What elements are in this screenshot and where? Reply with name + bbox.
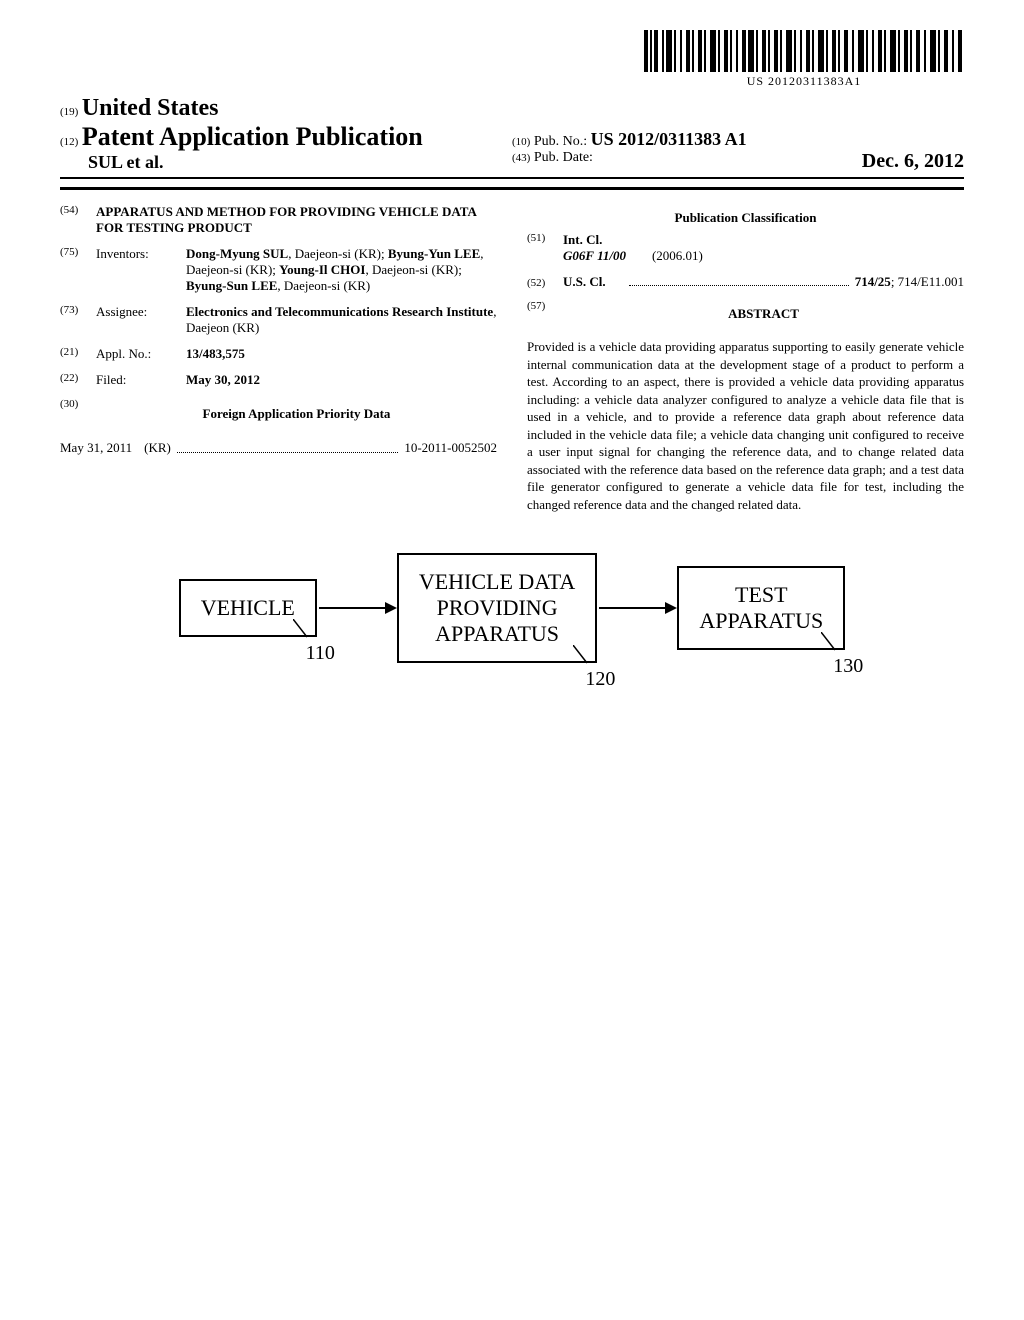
abstract-heading: ABSTRACT: [563, 306, 964, 322]
appl-num: (21): [60, 346, 96, 362]
classification-heading: Publication Classification: [527, 210, 964, 226]
priority-val: 10-2011-0052502: [404, 440, 497, 456]
pub-no-prefix: (10): [512, 136, 530, 148]
priority-num: (30): [60, 398, 96, 430]
assignee-val: Electronics and Telecommunications Resea…: [186, 304, 497, 336]
assignee-label: Assignee:: [96, 304, 186, 336]
appl-val: 13/483,575: [186, 346, 497, 362]
pub-prefix: (12): [60, 136, 78, 148]
abstract-text: Provided is a vehicle data providing app…: [527, 338, 964, 513]
pub-type: Patent Application Publication: [82, 122, 423, 151]
intcl-num: (51): [527, 232, 563, 264]
figure-diagram: VEHICLE 110 VEHICLE DATA PROVIDING APPAR…: [60, 553, 964, 663]
priority-row: May 31, 2011 (KR) 10-2011-0052502: [60, 440, 497, 456]
invention-title: APPARATUS AND METHOD FOR PROVIDING VEHIC…: [96, 204, 497, 236]
ref-120: 120: [585, 668, 615, 691]
intcl-code: G06F 11/00: [563, 248, 626, 263]
diagram-node-vehicle: VEHICLE 110: [179, 579, 317, 637]
inventors-label: Inventors:: [96, 246, 186, 294]
barcode-region: US 20120311383A1: [60, 30, 964, 90]
pub-no: US 2012/0311383 A1: [591, 129, 747, 149]
box-test: TEST APPARATUS: [677, 566, 845, 650]
box-line2: PROVIDING: [419, 595, 576, 621]
authors-short: SUL et al.: [88, 152, 512, 173]
filed-label: Filed:: [96, 372, 186, 388]
barcode: US 20120311383A1: [644, 30, 964, 89]
country-prefix: (19): [60, 106, 78, 118]
intcl-date: (2006.01): [652, 248, 703, 263]
filed-val: May 30, 2012: [186, 372, 497, 388]
inventors-list: Dong-Myung SUL, Daejeon-si (KR); Byung-Y…: [186, 246, 497, 294]
divider: [60, 187, 964, 190]
priority-heading: Foreign Application Priority Data: [96, 406, 497, 422]
pub-date-label: Pub. Date:: [534, 150, 593, 165]
filed-num: (22): [60, 372, 96, 388]
leader-dots: [177, 440, 398, 453]
pub-no-label: Pub. No.:: [534, 134, 587, 149]
arrow-icon: [317, 598, 397, 618]
uscl-label: U.S. Cl.: [563, 274, 623, 290]
diagram-node-providing: VEHICLE DATA PROVIDING APPARATUS 120: [397, 553, 598, 663]
assignee-num: (73): [60, 304, 96, 336]
pub-date: Dec. 6, 2012: [862, 150, 964, 173]
uscl-val: 714/25; 714/E11.001: [855, 274, 964, 290]
arrow-icon: [597, 598, 677, 618]
pub-date-prefix: (43): [512, 152, 530, 164]
ref-130: 130: [833, 655, 863, 678]
priority-country: (KR): [144, 440, 171, 456]
barcode-text: US 20120311383A1: [644, 74, 964, 89]
diagram-node-test: TEST APPARATUS 130: [677, 566, 845, 650]
bibliographic-columns: (54) APPARATUS AND METHOD FOR PROVIDING …: [60, 204, 964, 513]
appl-label: Appl. No.:: [96, 346, 186, 362]
box-line3: APPARATUS: [419, 621, 576, 647]
right-column: Publication Classification (51) Int. Cl.…: [527, 204, 964, 513]
leader-dots: [629, 285, 849, 286]
ref-110: 110: [306, 642, 335, 665]
abstract-num: (57): [527, 300, 563, 328]
inventors-num: (75): [60, 246, 96, 294]
box-line2: APPARATUS: [699, 608, 823, 634]
uscl-num: (52): [527, 277, 563, 289]
header-row: (19) United States (12) Patent Applicati…: [60, 95, 964, 179]
box-line1: VEHICLE DATA: [419, 569, 576, 595]
intcl-label: Int. Cl.: [563, 232, 964, 248]
left-column: (54) APPARATUS AND METHOD FOR PROVIDING …: [60, 204, 497, 513]
box-providing: VEHICLE DATA PROVIDING APPARATUS: [397, 553, 598, 663]
title-num: (54): [60, 204, 96, 236]
priority-date: May 31, 2011: [60, 440, 132, 456]
box-line1: TEST: [699, 582, 823, 608]
country-name: United States: [82, 95, 219, 121]
